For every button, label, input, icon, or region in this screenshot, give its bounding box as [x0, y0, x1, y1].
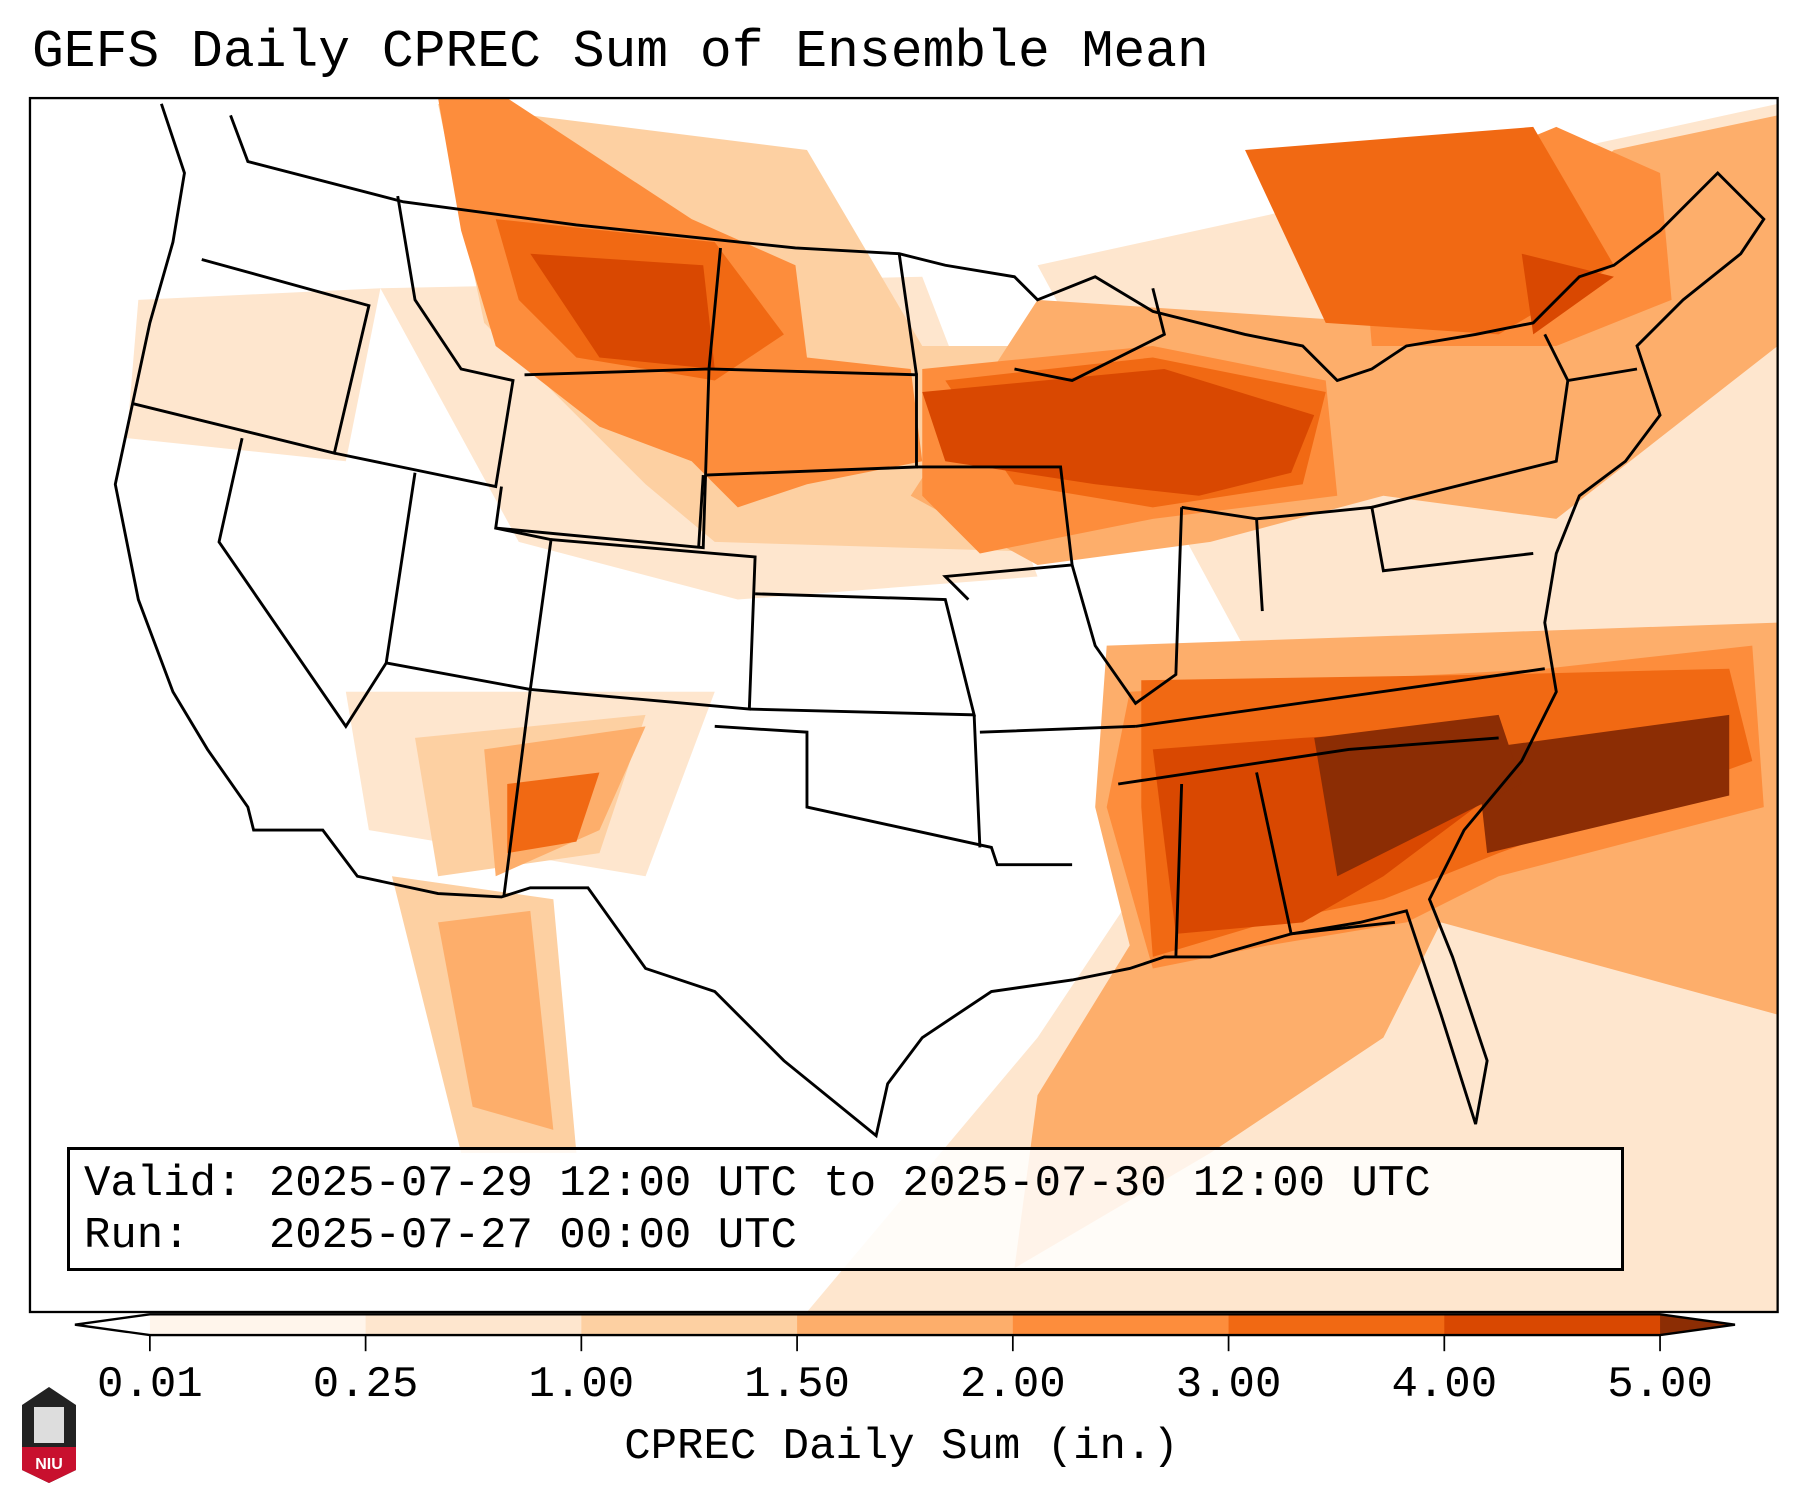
precip-region — [1245, 126, 1614, 335]
colorbar-tick-label: 3.00 — [1175, 1360, 1282, 1410]
precip-region — [126, 288, 381, 462]
valid-label: Valid: — [84, 1159, 243, 1209]
colorbar-tick-label: 2.00 — [960, 1360, 1066, 1410]
colorbar-segment — [365, 1314, 582, 1336]
precip-region — [438, 910, 554, 1130]
colorbar-tick-label: 0.25 — [312, 1360, 419, 1410]
valid-run-box: Valid: 2025-07-29 12:00 UTC to 2025-07-3… — [67, 1147, 1624, 1271]
precip-region — [507, 772, 600, 854]
colorbar-segment — [1228, 1314, 1445, 1336]
chart-title: GEFS Daily CPREC Sum of Ensemble Mean — [32, 22, 1209, 82]
run-text: 2025-07-27 00:00 UTC — [268, 1211, 797, 1261]
colorbar-extend-low — [74, 1314, 150, 1336]
colorbar-label: CPREC Daily Sum (in.) — [624, 1422, 1179, 1472]
precip-field — [29, 98, 1778, 1312]
colorbar-segment — [1012, 1314, 1230, 1336]
colorbar-extend-high — [1660, 1314, 1735, 1336]
colorbar-tick-label: 4.00 — [1391, 1360, 1498, 1410]
colorbar-segment — [797, 1314, 1014, 1336]
run-label: Run: — [84, 1211, 190, 1261]
colorbar-tick-label: 1.50 — [744, 1360, 850, 1410]
precip-region — [922, 368, 1315, 496]
colorbar-tick-label: 1.00 — [528, 1360, 635, 1410]
colorbar — [74, 1313, 1736, 1352]
map-frame — [28, 96, 1779, 1314]
colorbar-segment — [1444, 1314, 1661, 1336]
valid-text: 2025-07-29 12:00 UTC to 2025-07-30 12:00… — [268, 1159, 1431, 1209]
precip-region — [1314, 714, 1522, 877]
niu-logo: NIU — [22, 1387, 76, 1483]
colorbar-tick-label: 0.01 — [97, 1360, 203, 1410]
colorbar-segment — [581, 1314, 798, 1336]
colorbar-tick-label: 5.00 — [1607, 1360, 1713, 1410]
colorbar-segment — [149, 1314, 367, 1336]
precip-region — [530, 253, 715, 369]
svg-text:NIU: NIU — [35, 1456, 63, 1473]
coastline — [113, 103, 1766, 1139]
precip-region — [1475, 714, 1730, 854]
state-borders — [113, 103, 1766, 1139]
